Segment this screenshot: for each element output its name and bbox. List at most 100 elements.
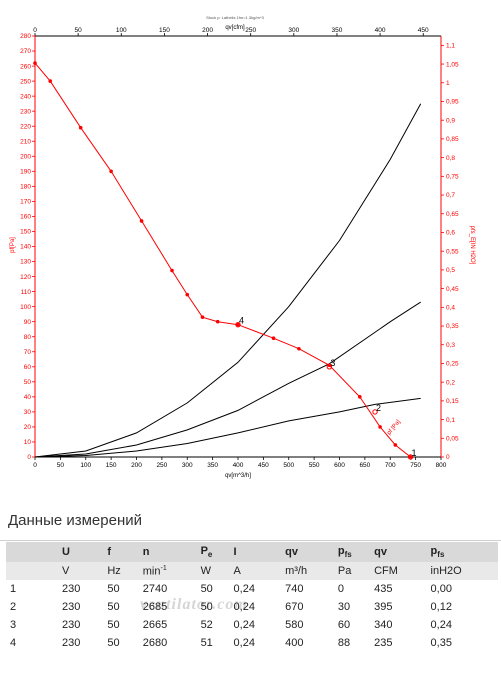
left-tick-label: 140 — [20, 244, 31, 251]
fan-curve-marker — [236, 322, 240, 327]
fan-curve-marker — [408, 455, 413, 459]
fan-curve-marker — [48, 79, 53, 83]
fan-performance-chart: Stock p: Lathelis 1fm=1.3kg/m^3 qv[cfm] … — [10, 15, 475, 479]
unit-cell-u: V — [58, 562, 104, 580]
fan-curve-marker — [33, 61, 37, 65]
unit-cell-pe: W — [196, 562, 230, 580]
left-tick-label: 90 — [24, 319, 32, 326]
operating-point-marker — [372, 409, 378, 415]
table-cell: 230 — [62, 637, 81, 649]
watermark: ventilator.com — [140, 596, 248, 613]
header-cell-f: f — [103, 542, 139, 562]
unit-cell-qv-cfm: CFM — [370, 562, 427, 580]
right-tick-label: 0,5 — [446, 267, 455, 274]
left-tick-label: 60 — [24, 364, 32, 371]
left-tick-label: 100 — [20, 304, 31, 311]
header-cell-qv-cfm: qv — [370, 542, 427, 562]
bottom-tick-label: 100 — [80, 462, 91, 469]
header-cell-u: U — [58, 542, 104, 562]
left-tick-label: 130 — [20, 259, 31, 266]
measurement-table: U f n Pe I qv pfs qv pfs V Hz min-1 W A … — [6, 542, 498, 652]
table-cell: 0,35 — [430, 637, 452, 649]
bottom-tick-label: 750 — [410, 462, 421, 469]
operating-points-layer: 1 2 3 4 — [235, 316, 417, 460]
table-cell: 230 — [62, 601, 81, 613]
table-cell: 395 — [374, 601, 393, 613]
system-curve — [34, 397, 421, 458]
chart-title: Stock p: Lathelis 1fm=1.3kg/m^3 — [206, 15, 265, 20]
fan-curve-marker — [170, 268, 174, 273]
fan-curve-marker — [393, 443, 398, 447]
table-cell: 2685 — [142, 601, 168, 613]
table-cell: 340 — [374, 619, 393, 631]
left-tick-label: 0 — [27, 454, 31, 461]
fan-curve-marker — [200, 315, 205, 319]
fan-curve-annotation: pf [Pa] — [386, 419, 402, 436]
table-cell: 30 — [337, 601, 351, 613]
left-tick-label: 240 — [20, 93, 31, 100]
left-tick-label: 230 — [20, 108, 31, 115]
unit-cell-pfs-inh2o: inH2O — [426, 562, 498, 580]
unit-cell-f: Hz — [103, 562, 139, 580]
table-cell: 50 — [200, 601, 213, 613]
fan-curve-marker — [185, 292, 190, 297]
bottom-tick-label: 350 — [207, 462, 218, 469]
right-tick-label: 0,95 — [446, 99, 459, 106]
bottom-tick-label: 700 — [385, 462, 396, 469]
left-tick-label: 200 — [20, 153, 31, 160]
table-cell: 2665 — [142, 619, 168, 631]
left-tick-label: 280 — [20, 33, 31, 40]
fan-curve-marker — [378, 425, 382, 429]
table-cell: 230 — [62, 619, 81, 631]
header-cell-n: n — [138, 542, 197, 562]
top-axis-label: qv[cfm] — [225, 25, 245, 31]
table-cell: 50 — [107, 583, 120, 595]
left-tick-label: 260 — [20, 63, 31, 70]
right-tick-label: 0,3 — [446, 342, 455, 349]
table-cell: 0,12 — [430, 601, 452, 613]
bottom-tick-label: 450 — [258, 462, 269, 469]
right-tick-label: 0,85 — [446, 136, 459, 143]
table-cell: 50 — [107, 619, 120, 631]
bottom-tick-label: 0 — [33, 462, 37, 469]
table-header-units: V Hz min-1 W A m³/h Pa CFM inH2O — [6, 562, 498, 580]
left-tick-label: 250 — [20, 78, 31, 85]
left-tick-label: 30 — [24, 409, 32, 416]
left-tick-label: 40 — [24, 394, 32, 401]
table-cell: 51 — [200, 637, 213, 649]
fan-curve-marker — [358, 395, 362, 399]
right-tick-label: 0,75 — [446, 174, 459, 181]
fan-curve-marker — [78, 125, 83, 130]
table-cell: 580 — [285, 619, 304, 631]
unit-cell-n: min-1 — [138, 562, 197, 580]
table-row: 3 230 50 2665 52 0,24 580 60 340 0,24 — [6, 616, 498, 634]
left-tick-label: 190 — [20, 169, 31, 176]
bottom-axis-label: qv[m^3/h] — [225, 473, 251, 479]
right-tick-label: 1,05 — [446, 61, 459, 68]
header-cell-pfs: pfs — [333, 542, 371, 562]
bottom-tick-label: 600 — [334, 462, 345, 469]
top-tick-label: 200 — [202, 27, 213, 34]
operating-point-marker — [326, 364, 333, 370]
operating-point-label: 1 — [412, 448, 417, 458]
bottom-tick-label: 500 — [283, 462, 294, 469]
top-tick-label: 450 — [418, 27, 429, 34]
unit-cell-i: A — [229, 562, 282, 580]
right-axis-label: pfs_E[IN H2O] — [469, 226, 475, 265]
right-tick-label: 1 — [446, 80, 450, 87]
top-tick-label: 400 — [375, 27, 386, 34]
left-tick-label: 180 — [20, 184, 31, 191]
system-curve — [34, 301, 421, 458]
header-cell-pe: Pe — [196, 542, 230, 562]
right-tick-label: 0,4 — [446, 305, 455, 312]
right-tick-label: 0,6 — [446, 230, 455, 237]
fan-curve-marker — [271, 336, 276, 341]
left-tick-label: 160 — [20, 214, 31, 221]
table-cell: 50 — [200, 583, 213, 595]
table-row: 1 230 50 2740 50 0,24 740 0 435 0,00 — [6, 580, 498, 598]
unit-cell-pfs: Pa — [333, 562, 371, 580]
table-cell: 0,24 — [233, 601, 255, 613]
right-tick-label: 0,65 — [446, 211, 459, 218]
left-tick-label: 210 — [20, 138, 31, 145]
right-tick-label: 0,2 — [446, 379, 455, 386]
